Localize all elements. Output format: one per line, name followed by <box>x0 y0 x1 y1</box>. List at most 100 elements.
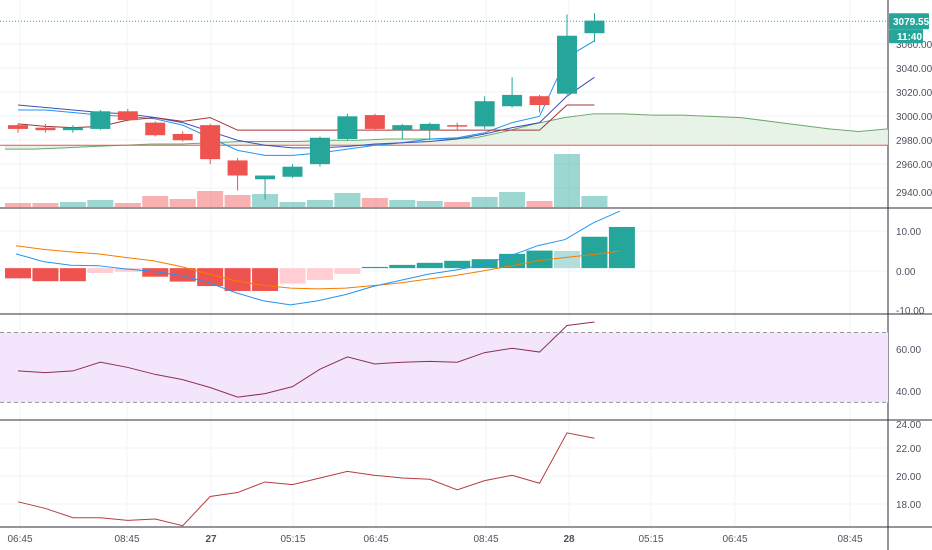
candle-body <box>90 111 111 129</box>
volume-bar <box>114 203 141 207</box>
candle-body <box>584 20 605 34</box>
candle-body <box>62 127 83 131</box>
macd-histogram-bar <box>87 268 114 274</box>
macd-histogram-bar <box>608 226 635 269</box>
candle-body <box>200 125 221 160</box>
time-axis-label: 28 <box>563 534 575 545</box>
price-axis[interactable]: 3060.00 3040.00 3020.00 3000.00 2980.00 2960.… <box>889 13 932 511</box>
volume-bar <box>334 193 361 207</box>
volume-bar <box>416 201 443 207</box>
volume-bar <box>471 197 498 207</box>
candle-body <box>8 125 28 129</box>
macd-histogram-bar <box>389 264 416 269</box>
price-axis-label: -10.00 <box>896 306 925 317</box>
countdown-tag <box>889 29 923 44</box>
macd-histogram-bar <box>5 268 31 279</box>
price-axis-label: 3060.00 <box>896 40 932 51</box>
volume-bar <box>279 202 306 207</box>
price-axis-label: 24.00 <box>896 420 921 431</box>
price-axis-label: 2980.00 <box>896 136 932 147</box>
time-axis-label: 08:45 <box>473 534 498 545</box>
macd-histogram-bar <box>526 250 553 269</box>
macd-histogram-bar <box>224 268 251 291</box>
price-axis-label: 10.00 <box>896 227 921 238</box>
time-axis-label: 06:45 <box>363 534 388 545</box>
macd-histogram-bar <box>444 260 471 269</box>
candle-body <box>419 123 440 131</box>
volume-bar <box>361 198 388 207</box>
price-panel[interactable] <box>0 13 889 207</box>
last-price-value: 3079.55 <box>893 17 930 28</box>
candle-body <box>227 160 248 176</box>
time-axis-label: 27 <box>205 534 217 545</box>
volume-bar <box>32 203 59 207</box>
macd-histogram-bar <box>416 262 443 269</box>
price-axis-label: 40.00 <box>896 387 921 398</box>
candle-body <box>255 175 276 180</box>
volume-bar <box>526 201 553 207</box>
rsi-line <box>17 321 595 398</box>
volume-bar <box>444 202 471 207</box>
volume-bar <box>389 200 416 207</box>
volume-bar <box>554 154 580 207</box>
macd-histogram-bar <box>142 268 169 277</box>
candle-body <box>529 96 550 105</box>
candle-body <box>309 137 330 165</box>
ema-line-blue <box>18 40 595 156</box>
last-price-tag <box>889 13 929 30</box>
volume-bar <box>499 192 526 207</box>
macd-histogram-bar <box>581 236 608 269</box>
candle-body <box>145 122 166 136</box>
price-axis-label: 0.00 <box>896 267 916 278</box>
candle-body <box>557 35 577 94</box>
macd-histogram-bar <box>554 251 580 269</box>
volume-bar <box>197 191 224 207</box>
conversion-line <box>17 104 595 131</box>
candle-body <box>337 116 358 139</box>
cloud-upper-line <box>5 113 889 150</box>
candle-body <box>282 166 303 177</box>
rsi-band <box>0 332 888 403</box>
time-axis-label: 06:45 <box>7 534 32 545</box>
volume-bar <box>142 196 169 207</box>
price-axis-label: 60.00 <box>896 345 921 356</box>
candle-body <box>502 94 523 107</box>
macd-histogram-bar <box>252 268 279 291</box>
candle-body <box>447 125 468 127</box>
candle-body <box>117 111 138 121</box>
time-axis-label: 06:45 <box>722 534 747 545</box>
time-axis-label: 08:45 <box>114 534 139 545</box>
rsi-panel[interactable] <box>0 321 888 403</box>
ichimoku-cloud <box>5 113 888 150</box>
candle-body <box>474 101 495 127</box>
price-axis-label: 2940.00 <box>896 188 932 199</box>
candle-body <box>172 133 193 141</box>
macd-histogram-bar <box>306 268 333 280</box>
volume-bar <box>581 196 608 207</box>
macd-histogram-bar <box>169 268 196 282</box>
time-axis-label: 05:15 <box>280 534 305 545</box>
price-axis-label: 3040.00 <box>896 64 932 75</box>
volume-bar <box>169 199 196 207</box>
volume-bar <box>87 200 114 207</box>
macd-histogram-bar <box>114 268 141 272</box>
volume-bar <box>224 195 251 207</box>
volume-bar <box>252 194 279 207</box>
price-axis-label: 2960.00 <box>896 160 932 171</box>
ema-line-navy <box>17 76 595 149</box>
bar-countdown: 11:40 <box>897 32 922 43</box>
price-axis-label: 20.00 <box>896 472 921 483</box>
macd-histogram-bar <box>334 268 361 274</box>
macd-histogram-bar <box>32 268 59 282</box>
macd-panel[interactable] <box>5 210 635 306</box>
volume-bar <box>59 202 86 207</box>
volume-bar <box>306 200 333 207</box>
indicator-line <box>17 432 595 527</box>
indicator-panel[interactable] <box>17 432 595 527</box>
candle-body <box>364 115 385 129</box>
volume-bar <box>5 203 31 207</box>
price-axis-label: 3020.00 <box>896 88 932 99</box>
time-axis[interactable]: 06:45 08:45 27 05:15 06:45 08:45 28 05:15 06:45 0… <box>7 534 862 545</box>
